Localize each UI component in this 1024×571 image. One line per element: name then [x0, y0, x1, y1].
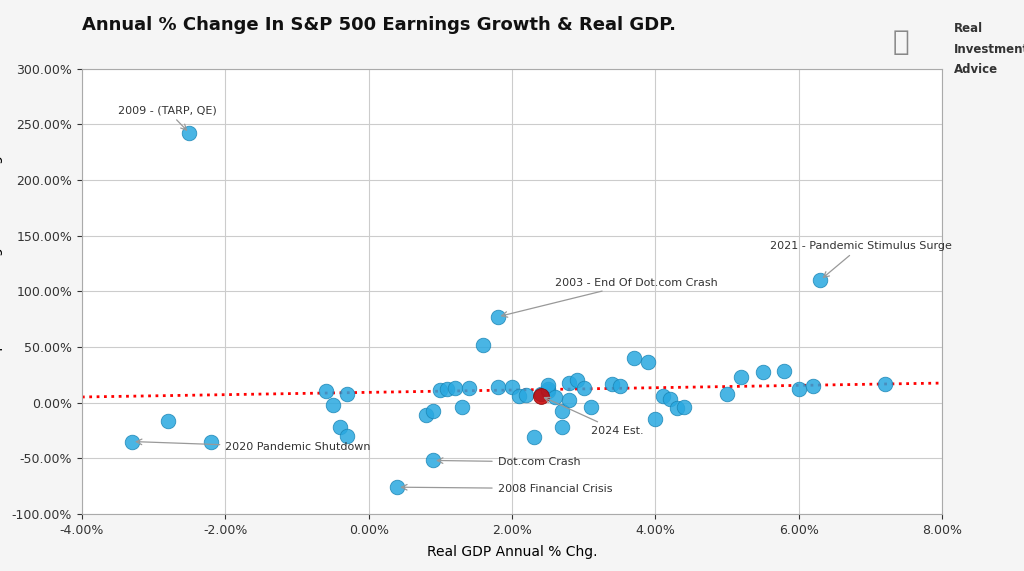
Point — [561, 378, 578, 387]
Point — [317, 387, 334, 396]
Point — [418, 410, 434, 419]
Text: 2003 - End Of Dot.com Crash: 2003 - End Of Dot.com Crash — [502, 278, 718, 317]
Text: 2008 Financial Crisis: 2008 Financial Crisis — [401, 484, 612, 494]
Point — [733, 372, 750, 381]
Point — [554, 423, 570, 432]
Point — [540, 385, 556, 394]
Point — [654, 391, 671, 400]
Point — [432, 386, 449, 395]
Point — [583, 403, 599, 412]
Point — [160, 417, 176, 426]
Point — [332, 423, 348, 432]
Text: Advice: Advice — [954, 63, 998, 76]
Text: Investment: Investment — [954, 43, 1024, 55]
Text: Dot.com Crash: Dot.com Crash — [437, 457, 581, 467]
Point — [611, 381, 628, 391]
X-axis label: Real GDP Annual % Chg.: Real GDP Annual % Chg. — [427, 545, 597, 559]
Text: 2024 Est.: 2024 Est. — [545, 397, 643, 436]
Point — [647, 415, 664, 424]
Point — [439, 385, 456, 394]
Point — [124, 437, 140, 446]
Point — [489, 312, 506, 321]
Point — [547, 392, 563, 401]
Point — [626, 353, 642, 363]
Point — [540, 387, 556, 396]
Point — [540, 380, 556, 389]
Point — [877, 379, 893, 388]
Point — [511, 391, 527, 400]
Point — [325, 400, 341, 409]
Point — [525, 432, 542, 441]
Text: 2020 Pandemic Shutdown: 2020 Pandemic Shutdown — [136, 439, 371, 452]
Point — [454, 403, 470, 412]
Point — [425, 456, 441, 465]
Point — [181, 128, 198, 138]
Point — [812, 276, 828, 285]
Y-axis label: S&P 500 Reported Earnings Ann. % Chg.: S&P 500 Reported Earnings Ann. % Chg. — [0, 151, 3, 432]
Point — [662, 395, 678, 404]
Point — [339, 432, 355, 441]
Point — [489, 383, 506, 392]
Point — [339, 389, 355, 398]
Text: 2009 - (TARP, QE): 2009 - (TARP, QE) — [118, 105, 216, 130]
Point — [604, 379, 621, 388]
Point — [755, 368, 771, 377]
Point — [461, 384, 477, 393]
Point — [389, 482, 406, 492]
Point — [719, 389, 735, 398]
Point — [676, 403, 692, 412]
Point — [575, 384, 592, 393]
Point — [425, 407, 441, 416]
Point — [203, 437, 219, 446]
Point — [568, 376, 585, 385]
Point — [475, 340, 492, 349]
Point — [776, 367, 793, 376]
Point — [532, 391, 549, 400]
Point — [518, 390, 535, 399]
Text: Real: Real — [954, 22, 983, 35]
Text: 🦅: 🦅 — [893, 28, 909, 57]
Text: Annual % Change In S&P 500 Earnings Growth & Real GDP.: Annual % Change In S&P 500 Earnings Grow… — [82, 16, 676, 34]
Point — [791, 385, 807, 394]
Point — [554, 407, 570, 416]
Point — [504, 383, 520, 392]
Point — [446, 384, 463, 393]
Text: 2021 - Pandemic Stimulus Surge: 2021 - Pandemic Stimulus Surge — [770, 241, 952, 278]
Point — [640, 358, 656, 367]
Point — [669, 404, 685, 413]
Point — [561, 396, 578, 405]
Point — [532, 389, 549, 398]
Point — [805, 381, 821, 391]
